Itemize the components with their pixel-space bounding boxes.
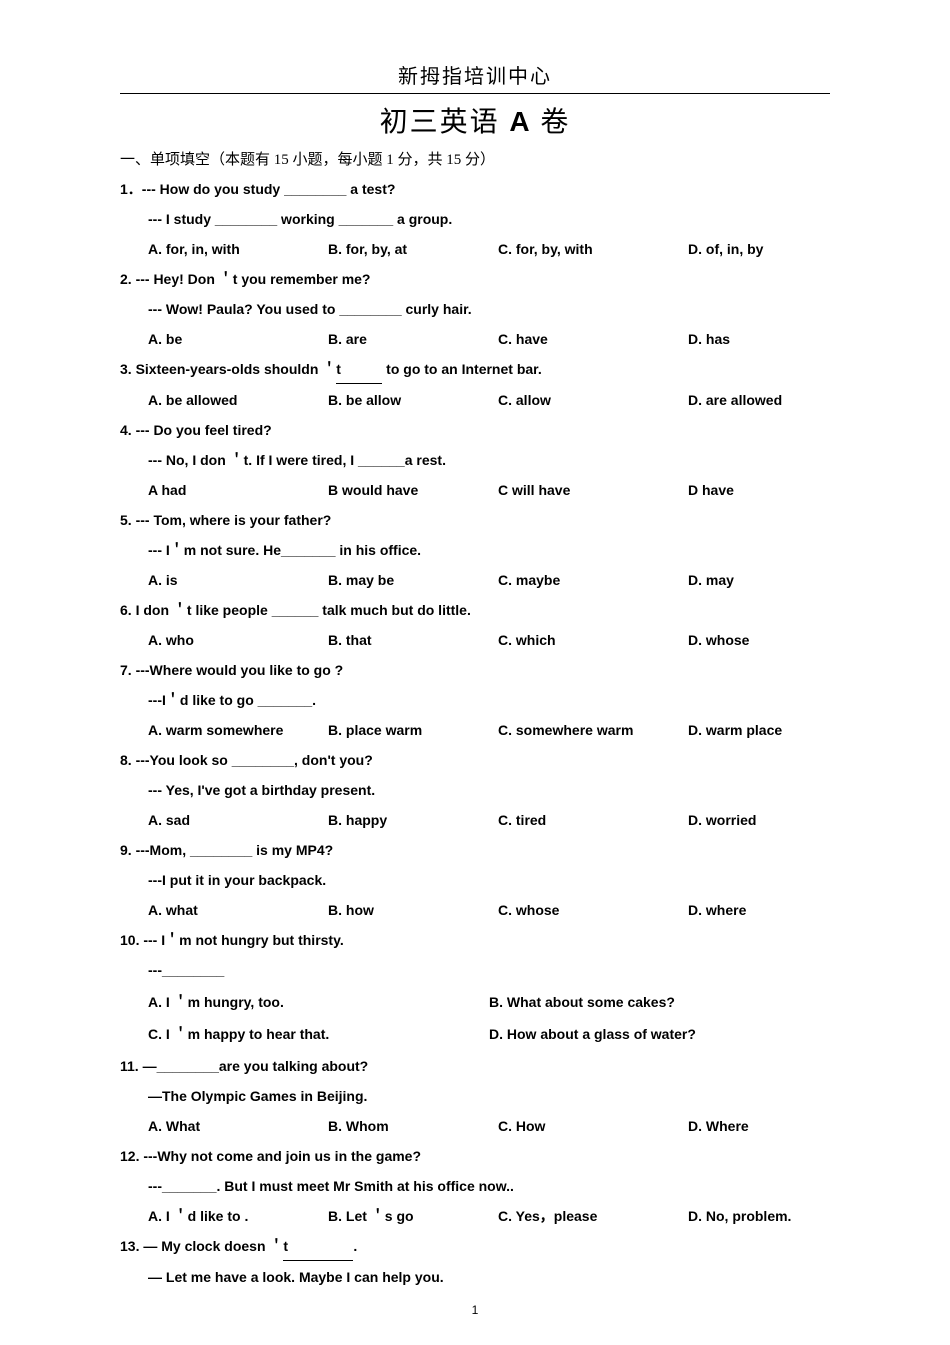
q9-opt-a: A. what bbox=[148, 896, 328, 924]
q9-opt-d: D. where bbox=[688, 896, 828, 924]
q4-opt-b: B would have bbox=[328, 476, 498, 504]
q1-opt-c: C. for, by, with bbox=[498, 235, 688, 263]
q7-opt-d: D. warm place bbox=[688, 716, 828, 744]
q6-options: A. who B. that C. which D. whose bbox=[120, 626, 830, 654]
title-suffix: 卷 bbox=[540, 106, 570, 137]
q10-stem: 10. --- I＇m not hungry but thirsty. bbox=[120, 926, 830, 954]
q12-stem: 12. ---Why not come and join us in the g… bbox=[120, 1142, 830, 1170]
title-cn: 初三英语 bbox=[380, 106, 510, 137]
q10-opt-d: D. How about a glass of water? bbox=[489, 1020, 830, 1048]
q11-options: A. What B. Whom C. How D. Where bbox=[120, 1112, 830, 1140]
q4-opt-a: A had bbox=[148, 476, 328, 504]
q3-blank: t bbox=[336, 355, 382, 384]
section-1-heading: 一、单项填空（本题有 15 小题，每小题 1 分，共 15 分） bbox=[120, 148, 830, 169]
q2-opt-a: A. be bbox=[148, 325, 328, 353]
q11-opt-c: C. How bbox=[498, 1112, 688, 1140]
q3-opt-c: C. allow bbox=[498, 386, 688, 414]
q9-line2: ---I put it in your backpack. bbox=[120, 866, 830, 894]
q7-stem: 7. ---Where would you like to go ? bbox=[120, 656, 830, 684]
q9-opt-b: B. how bbox=[328, 896, 498, 924]
q8-line2: --- Yes, I've got a birthday present. bbox=[120, 776, 830, 804]
q7-opt-b: B. place warm bbox=[328, 716, 498, 744]
q13-line2: — Let me have a look. Maybe I can help y… bbox=[120, 1263, 830, 1291]
q8-opt-d: D. worried bbox=[688, 806, 828, 834]
q11-line2: —The Olympic Games in Beijing. bbox=[120, 1082, 830, 1110]
q1-opt-d: D. of, in, by bbox=[688, 235, 828, 263]
q9-opt-c: C. whose bbox=[498, 896, 688, 924]
q5-options: A. is B. may be C. maybe D. may bbox=[120, 566, 830, 594]
q11-opt-d: D. Where bbox=[688, 1112, 828, 1140]
page-header: 新拇指培训中心 bbox=[120, 60, 830, 94]
q3-opt-d: D. are allowed bbox=[688, 386, 828, 414]
q3-stem-pre: 3. Sixteen-years-olds shouldn ＇ bbox=[120, 361, 336, 377]
q6-opt-c: C. which bbox=[498, 626, 688, 654]
q3-opt-b: B. be allow bbox=[328, 386, 498, 414]
q5-stem: 5. --- Tom, where is your father? bbox=[120, 506, 830, 534]
q13-stem: 13. — My clock doesn ＇t. bbox=[120, 1232, 830, 1261]
q12-opt-b: B. Let ＇s go bbox=[328, 1202, 498, 1230]
q7-opt-c: C. somewhere warm bbox=[498, 716, 688, 744]
q7-line2: ---I＇d like to go _______. bbox=[120, 686, 830, 714]
q9-options: A. what B. how C. whose D. where bbox=[120, 896, 830, 924]
q7-opt-a: A. warm somewhere bbox=[148, 716, 328, 744]
q9-stem: 9. ---Mom, ________ is my MP4? bbox=[120, 836, 830, 864]
q8-options: A. sad B. happy C. tired D. worried bbox=[120, 806, 830, 834]
q2-opt-d: D. has bbox=[688, 325, 828, 353]
q8-stem: 8. ---You look so ________, don't you? bbox=[120, 746, 830, 774]
q2-options: A. be B. are C. have D. has bbox=[120, 325, 830, 353]
q1-line2: --- I study ________ working _______ a g… bbox=[120, 205, 830, 233]
q6-opt-b: B. that bbox=[328, 626, 498, 654]
q12-line2: ---_______. But I must meet Mr Smith at … bbox=[120, 1172, 830, 1200]
q5-opt-a: A. is bbox=[148, 566, 328, 594]
q6-stem: 6. I don ＇t like people ______ talk much… bbox=[120, 596, 830, 624]
page-title: 初三英语 A 卷 bbox=[120, 100, 830, 140]
q12-opt-d: D. No, problem. bbox=[688, 1202, 828, 1230]
q8-opt-c: C. tired bbox=[498, 806, 688, 834]
q5-opt-d: D. may bbox=[688, 566, 828, 594]
q12-opt-c: C. Yes，please bbox=[498, 1202, 688, 1230]
title-en: A bbox=[509, 106, 540, 137]
q5-line2: --- I＇m not sure. He_______ in his offic… bbox=[120, 536, 830, 564]
q3-opt-a: A. be allowed bbox=[148, 386, 328, 414]
q2-opt-b: B. are bbox=[328, 325, 498, 353]
q13-stem-pre: 13. — My clock doesn ＇ bbox=[120, 1238, 283, 1254]
q4-line2: --- No, I don ＇t. If I were tired, I ___… bbox=[120, 446, 830, 474]
q8-opt-b: B. happy bbox=[328, 806, 498, 834]
q2-opt-c: C. have bbox=[498, 325, 688, 353]
q12-options: A. I ＇d like to . B. Let ＇s go C. Yes，pl… bbox=[120, 1202, 830, 1230]
q13-stem-post: . bbox=[353, 1238, 357, 1254]
q1-stem: 1．--- How do you study ________ a test? bbox=[120, 175, 830, 203]
q3-stem: 3. Sixteen-years-olds shouldn ＇t to go t… bbox=[120, 355, 830, 384]
page-number: 1 bbox=[0, 1303, 950, 1317]
q6-opt-a: A. who bbox=[148, 626, 328, 654]
q3-stem-post: to go to an Internet bar. bbox=[382, 361, 541, 377]
q4-opt-d: D have bbox=[688, 476, 828, 504]
q4-opt-c: C will have bbox=[498, 476, 688, 504]
q11-opt-a: A. What bbox=[148, 1112, 328, 1140]
q2-stem: 2. --- Hey! Don ＇t you remember me? bbox=[120, 265, 830, 293]
q5-opt-b: B. may be bbox=[328, 566, 498, 594]
q11-stem: 11. —________are you talking about? bbox=[120, 1052, 830, 1080]
q4-options: A had B would have C will have D have bbox=[120, 476, 830, 504]
q3-options: A. be allowed B. be allow C. allow D. ar… bbox=[120, 386, 830, 414]
q10-line2: ---________ bbox=[120, 956, 830, 984]
q1-opt-a: A. for, in, with bbox=[148, 235, 328, 263]
q1-opt-b: B. for, by, at bbox=[328, 235, 498, 263]
q7-options: A. warm somewhere B. place warm C. somew… bbox=[120, 716, 830, 744]
q4-stem: 4. --- Do you feel tired? bbox=[120, 416, 830, 444]
q10-opt-b: B. What about some cakes? bbox=[489, 988, 830, 1016]
q13-blank: t bbox=[283, 1232, 353, 1261]
q10-opt-c: C. I ＇m happy to hear that. bbox=[148, 1020, 489, 1048]
q10-options: A. I ＇m hungry, too. B. What about some … bbox=[120, 986, 830, 1050]
q11-opt-b: B. Whom bbox=[328, 1112, 498, 1140]
q2-line2: --- Wow! Paula? You used to ________ cur… bbox=[120, 295, 830, 323]
q5-opt-c: C. maybe bbox=[498, 566, 688, 594]
q10-opt-a: A. I ＇m hungry, too. bbox=[148, 988, 489, 1016]
q6-opt-d: D. whose bbox=[688, 626, 828, 654]
q12-opt-a: A. I ＇d like to . bbox=[148, 1202, 328, 1230]
q1-options: A. for, in, with B. for, by, at C. for, … bbox=[120, 235, 830, 263]
q8-opt-a: A. sad bbox=[148, 806, 328, 834]
